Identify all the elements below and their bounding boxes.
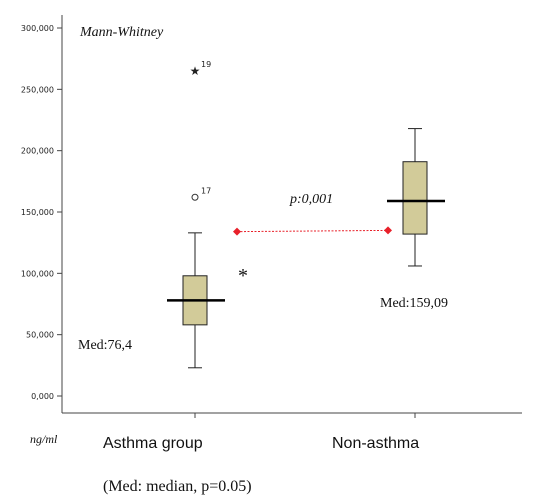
category-label-nonasthma: Non-asthma [332,435,419,452]
p-value-box [278,184,358,212]
boxes-group [167,128,445,369]
y-tick-label: 50,000 [26,331,54,340]
outliers-group: 17 ★ 19 [190,60,211,201]
comparison-endpoint [233,227,241,236]
y-tick-label: 0,000 [31,392,54,401]
x-ticks [194,413,416,418]
comparison-line [236,229,389,233]
category-label-asthma: Asthma group [103,435,203,452]
comparison-endpoint [384,226,392,235]
p-value-label: p:0,001 [289,192,333,207]
box-iqr [402,161,428,235]
y-ticks: 0,000 50,000 100,000 150,000 200,000 250,000 3… [21,24,62,401]
median-label-asthma: Med:76,4 [78,338,132,353]
outlier-star: ★ [190,64,201,78]
y-tick-label: 300,000 [21,24,54,33]
y-tick-label: 250,000 [21,85,54,94]
y-tick-label: 200,000 [21,147,54,156]
test-label: Mann-Whitney [79,25,164,40]
footnote: (Med: median, p=0.05) [103,478,252,495]
y-tick-label: 100,000 [21,269,54,278]
unit-label: ng/ml [30,432,58,446]
outlier-label: 17 [201,186,211,195]
outlier-label: 19 [201,60,211,69]
outlier-circle [191,193,199,201]
y-tick-label: 150,000 [21,208,54,217]
median-label-nonasthma: Med:159,09 [380,296,448,311]
axes [61,15,522,414]
median-label-box-nonasthma [368,285,480,319]
comparison-group [233,226,392,236]
median-label-box-asthma [68,326,178,362]
significance-box [210,251,290,297]
significance-mark: * [238,265,248,287]
test-label-box [70,18,182,44]
